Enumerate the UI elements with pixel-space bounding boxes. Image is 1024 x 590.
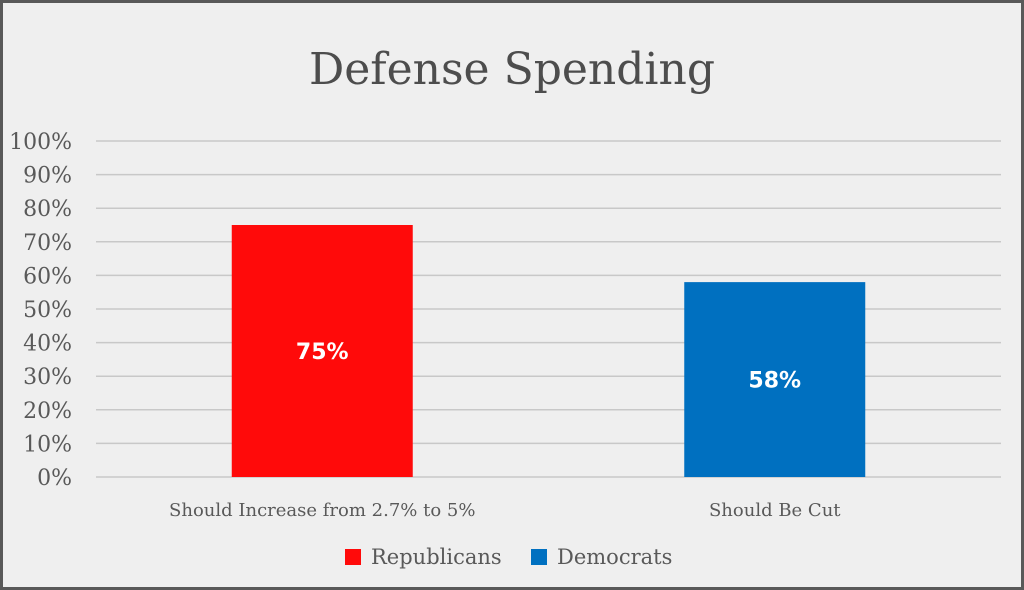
legend-swatch (531, 549, 547, 565)
x-axis-tick-labels: Should Increase from 2.7% to 5% Should Be… (169, 500, 841, 521)
y-tick-label: 80% (23, 197, 72, 222)
legend-swatch (345, 549, 361, 565)
legend: Republicans Democrats (345, 545, 672, 569)
y-tick-label: 30% (23, 365, 72, 390)
bar (684, 282, 866, 477)
y-tick-label: 60% (23, 264, 72, 289)
bar (231, 225, 413, 477)
y-tick-label: 50% (23, 298, 72, 323)
y-axis-tick-labels: 0% 10% 20% 30% 40% 50% 60% 70% 80% 90% 100% (9, 130, 72, 491)
x-tick-label: Should Be Cut (709, 500, 841, 521)
y-tick-label: 40% (23, 332, 72, 357)
data-label: 58% (748, 369, 801, 394)
bars (231, 225, 866, 477)
legend-label: Republicans (371, 545, 502, 569)
bar-chart: Defense Spending 0% 10% 20% 30% 40% 50% 60% 70%… (9, 44, 1001, 569)
chart-title: Defense Spending (309, 44, 715, 95)
y-tick-label: 90% (23, 164, 72, 189)
y-tick-label: 10% (23, 432, 72, 457)
legend-label: Democrats (557, 545, 672, 569)
y-tick-label: 20% (23, 399, 72, 424)
data-label: 75% (296, 340, 349, 365)
data-labels: 75% 58% (296, 340, 801, 394)
y-tick-label: 0% (37, 466, 72, 491)
x-tick-label: Should Increase from 2.7% to 5% (169, 500, 475, 521)
y-tick-label: 100% (9, 130, 72, 155)
y-tick-label: 70% (23, 231, 72, 256)
